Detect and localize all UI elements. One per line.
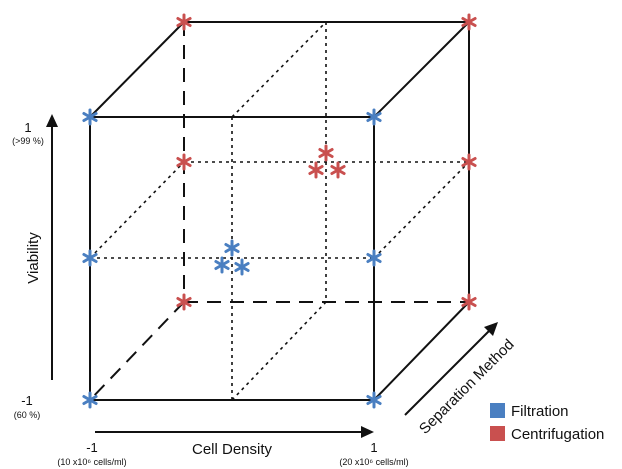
y-axis-max-label: 1 xyxy=(24,120,31,135)
filtration-center-star xyxy=(224,239,240,257)
z-axis-arrow xyxy=(404,329,491,416)
y-axis-min-sub: (60 %) xyxy=(14,410,41,420)
x-axis-max-sub: (20 x10⁶ cells/ml) xyxy=(339,457,408,467)
legend-label-centrifugation: Centrifugation xyxy=(511,426,604,443)
legend-swatch-centrifugation xyxy=(490,426,505,441)
centrifugation-center-star xyxy=(308,161,324,179)
axis-arrows xyxy=(46,114,498,438)
x-axis-max-label: 1 xyxy=(370,440,377,455)
y-axis-min-label: -1 xyxy=(21,393,33,408)
legend-label-filtration: Filtration xyxy=(511,403,569,420)
x-axis-title: Cell Density xyxy=(192,441,273,458)
filtration-center-star xyxy=(234,258,250,276)
y-axis-max-sub: (>99 %) xyxy=(12,136,44,146)
filtration-star xyxy=(366,249,382,267)
legend: Filtration Centrifugation xyxy=(490,403,604,443)
cube-solid-edges xyxy=(89,21,470,401)
z-axis-title: Separation Method xyxy=(416,336,518,438)
filtration-center-star xyxy=(214,256,230,274)
centrifugation-center-star xyxy=(318,144,334,162)
legend-swatch-filtration xyxy=(490,403,505,418)
centrifugation-center-star xyxy=(330,161,346,179)
filtration-star xyxy=(82,249,98,267)
y-axis-title: Viability xyxy=(25,232,42,284)
x-axis-min-label: -1 xyxy=(86,440,98,455)
x-axis-min-sub: (10 x10⁶ cells/ml) xyxy=(57,457,126,467)
center-plane-lines xyxy=(89,21,470,401)
